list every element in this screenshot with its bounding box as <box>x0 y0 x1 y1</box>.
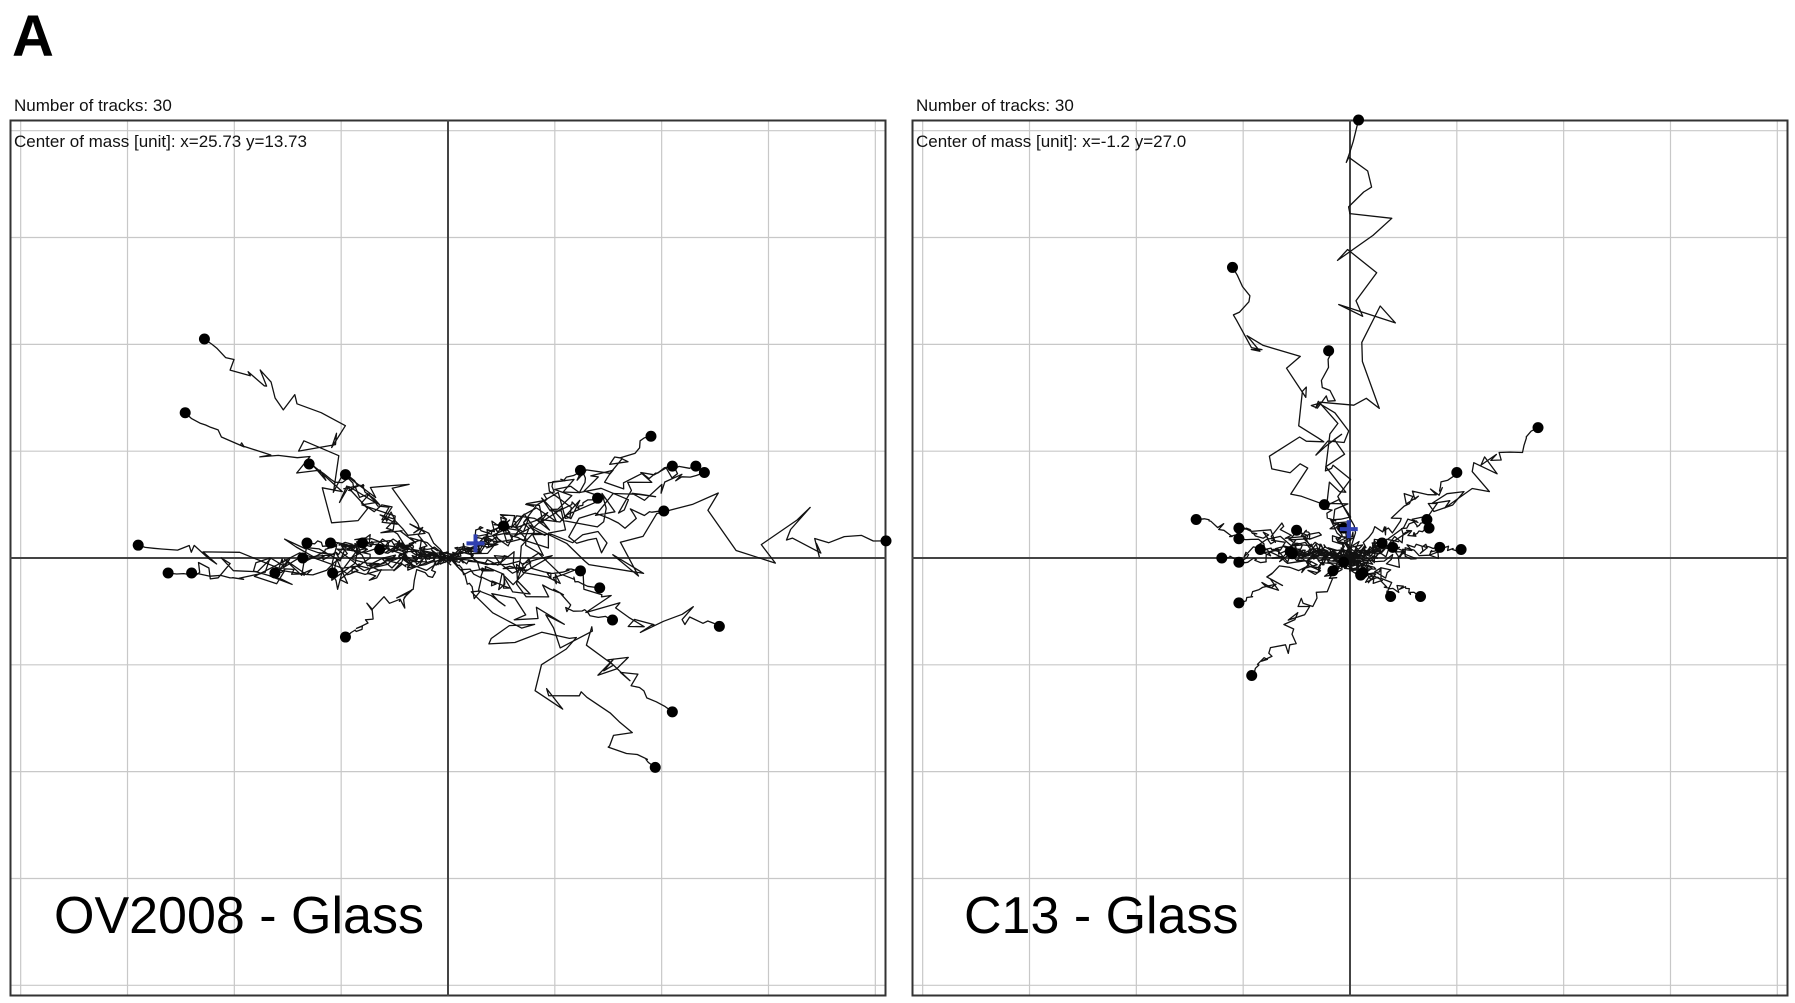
track-end-point <box>1226 261 1238 273</box>
track-end-point <box>1338 556 1350 568</box>
cell-track <box>274 544 458 576</box>
track-end-point <box>880 535 892 547</box>
track-end-point <box>1376 537 1388 549</box>
track-end-point <box>339 631 351 643</box>
track-end-point <box>1421 514 1433 526</box>
track-end-point <box>666 460 678 472</box>
track-plot-area <box>9 119 892 997</box>
track-end-point <box>162 567 174 579</box>
track-end-point <box>327 567 339 579</box>
end-points <box>132 333 892 773</box>
cell-track <box>1251 552 1348 676</box>
track-end-point <box>649 761 661 773</box>
track-end-point <box>1254 543 1266 555</box>
track-end-point <box>574 565 586 577</box>
cell-track <box>1231 267 1353 562</box>
panel-letter: A <box>12 4 54 69</box>
track-end-point <box>303 458 315 470</box>
track-end-point <box>698 467 710 479</box>
track-end-point <box>498 520 510 532</box>
number-of-tracks-label: Number of tracks: 30 <box>916 96 1074 115</box>
cell-track <box>1347 558 1421 597</box>
track-end-point <box>198 333 210 345</box>
track-end-point <box>357 537 369 549</box>
track-plot-c13: Number of tracks: 30 Center of mass [uni… <box>911 96 1792 997</box>
tracks <box>138 338 887 768</box>
track-end-point <box>1455 543 1467 555</box>
track-end-point <box>594 582 606 594</box>
cell-track <box>184 412 449 554</box>
center-of-mass-label: Center of mass [unit]: x=25.73 y=13.73 <box>14 132 307 151</box>
track-end-point <box>690 460 702 472</box>
plot-caption: OV2008 - Glass <box>54 887 424 945</box>
cell-track <box>1315 119 1397 564</box>
track-end-point <box>374 543 386 555</box>
track-end-point <box>592 492 604 504</box>
track-end-point <box>1190 514 1202 526</box>
track-end-point <box>1233 556 1245 568</box>
track-end-point <box>186 567 198 579</box>
number-of-tracks-label: Number of tracks: 30 <box>14 96 172 115</box>
cell-track <box>439 558 600 591</box>
track-plot-area <box>911 114 1789 997</box>
track-end-point <box>1353 114 1365 126</box>
track-end-point <box>1233 597 1245 609</box>
track-end-point <box>607 614 619 626</box>
cell-track <box>441 465 697 556</box>
track-end-point <box>1385 590 1397 602</box>
track-end-point <box>297 552 309 564</box>
track-end-point <box>179 407 191 419</box>
track-end-point <box>658 505 670 517</box>
cell-track <box>1296 529 1359 566</box>
cell-track <box>344 474 447 558</box>
track-end-point <box>1291 524 1303 536</box>
track-end-point <box>1318 499 1330 511</box>
track-end-point <box>1284 546 1296 558</box>
track-end-point <box>1451 467 1463 479</box>
track-end-point <box>339 469 351 481</box>
end-points <box>1190 114 1544 682</box>
track-end-point <box>132 539 144 551</box>
cell-track <box>1351 472 1458 560</box>
track-plot-ov2008: Number of tracks: 30 Center of mass [uni… <box>9 96 892 997</box>
cell-track <box>1352 545 1462 568</box>
track-end-point <box>1323 345 1335 357</box>
track-end-point <box>713 620 725 632</box>
track-end-point <box>1233 533 1245 545</box>
track-end-point <box>1233 522 1245 534</box>
cell-track <box>449 553 656 768</box>
track-end-point <box>1355 569 1367 581</box>
cell-track <box>439 465 673 563</box>
cell-track <box>438 551 720 634</box>
track-end-point <box>1216 552 1228 564</box>
center-of-mass-label: Center of mass [unit]: x=-1.2 y=27.0 <box>916 132 1187 151</box>
cell-track <box>345 553 446 638</box>
cell-track <box>1289 548 1355 562</box>
track-end-point <box>645 430 657 442</box>
track-end-point <box>1423 522 1435 534</box>
tracks <box>1196 119 1539 676</box>
track-end-point <box>1246 670 1258 682</box>
track-end-point <box>1532 422 1544 434</box>
plot-caption: C13 - Glass <box>964 887 1239 945</box>
cell-track <box>447 554 673 713</box>
track-end-point <box>574 464 586 476</box>
track-end-point <box>269 567 281 579</box>
track-end-point <box>1415 590 1427 602</box>
cell-track <box>204 338 443 566</box>
track-end-point <box>324 537 336 549</box>
center-of-mass-marker <box>1339 520 1358 539</box>
track-end-point <box>1434 541 1446 553</box>
track-end-point <box>301 537 313 549</box>
track-end-point <box>666 706 678 718</box>
cell-track <box>168 538 442 580</box>
track-end-point <box>1327 565 1339 577</box>
center-of-mass-marker <box>466 534 485 553</box>
track-end-point <box>1387 541 1399 553</box>
cell-track <box>444 525 504 564</box>
